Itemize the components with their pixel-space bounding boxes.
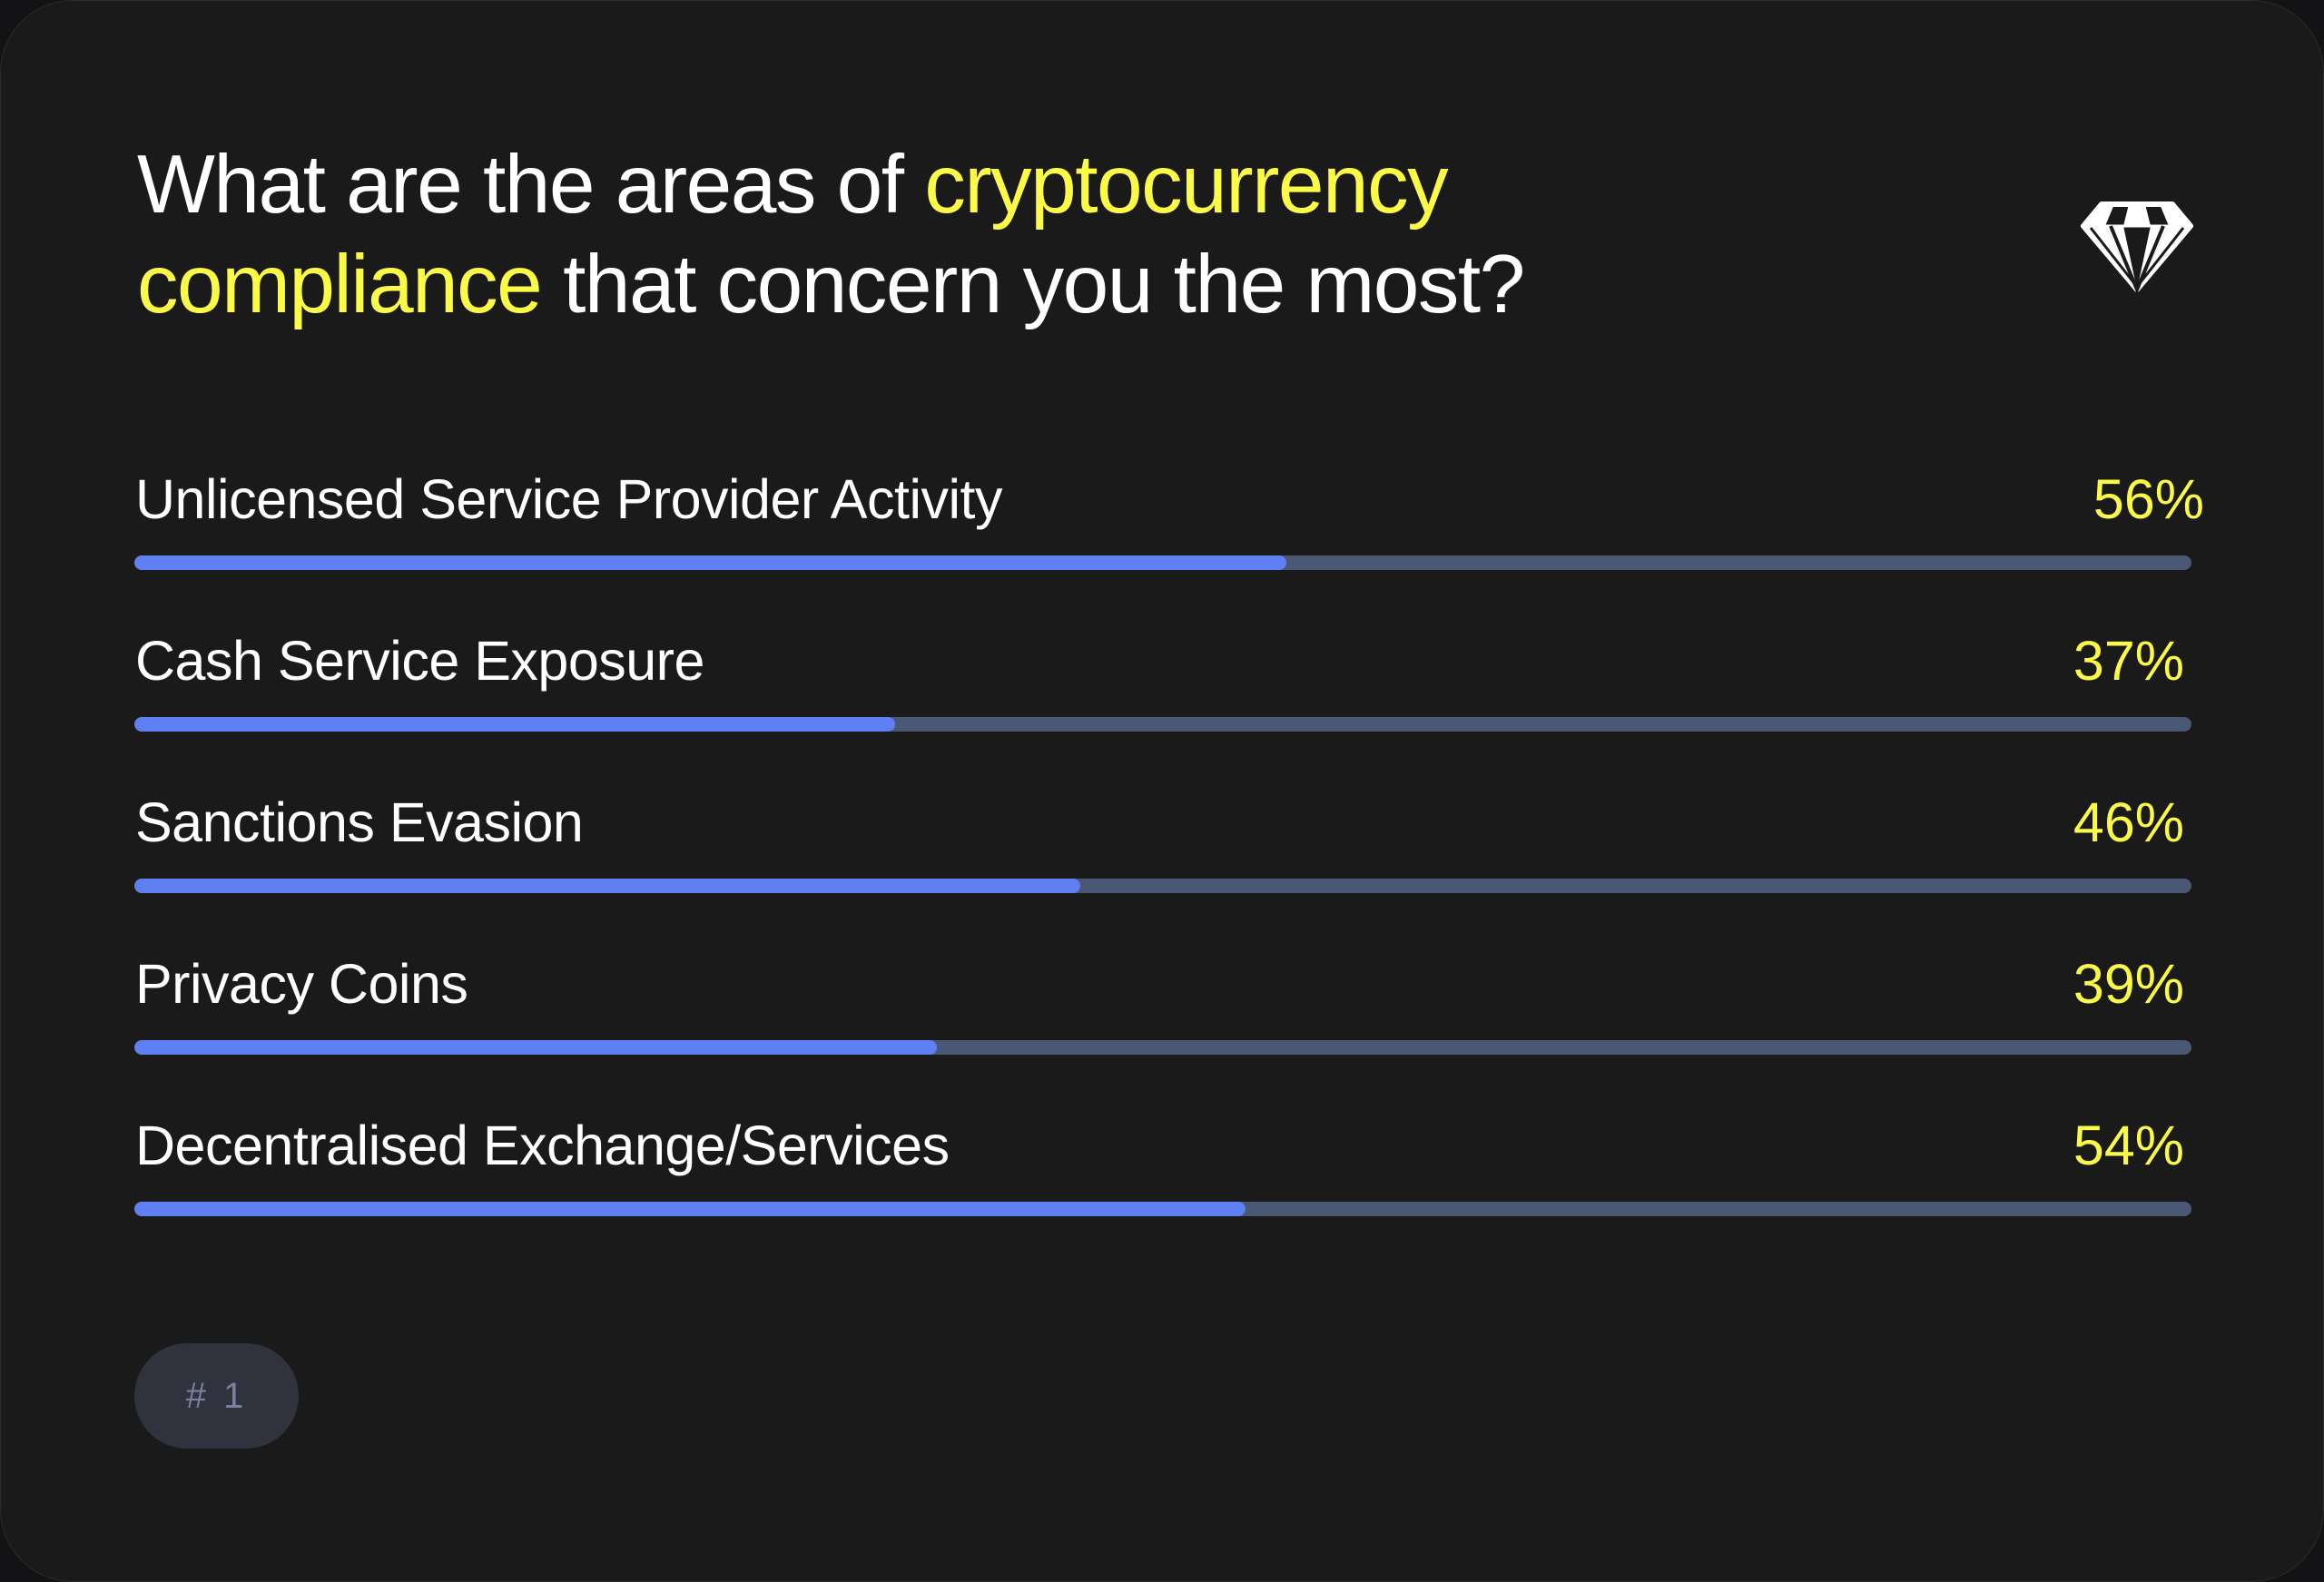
bar-row: Unlicensed Service Provider Activity 56% xyxy=(134,467,2213,629)
bar-label: Privacy Coins xyxy=(135,953,468,1015)
bar-value: 39% xyxy=(2073,953,2184,1015)
bar-value: 56% xyxy=(2093,468,2204,530)
bar-value: 37% xyxy=(2073,630,2184,692)
bar-label: Sanctions Evasion xyxy=(135,791,584,853)
bar-label: Unlicensed Service Provider Activity xyxy=(135,468,1003,530)
bar-fill xyxy=(134,555,1286,570)
bar-track xyxy=(134,717,2191,732)
bar-track xyxy=(134,555,2191,570)
bar-value: 46% xyxy=(2073,791,2184,853)
bar-track xyxy=(134,879,2191,893)
bar-row: Decentralised Exchange/Services 54% xyxy=(134,1114,2213,1275)
bar-label: Cash Service Exposure xyxy=(135,630,704,692)
diamond-icon xyxy=(2081,201,2193,295)
bar-value: 54% xyxy=(2073,1115,2184,1176)
bar-fill xyxy=(134,717,896,732)
bar-row: Sanctions Evasion 46% xyxy=(134,791,2213,952)
title-part-1: What are the areas of xyxy=(137,139,925,231)
bar-row: Privacy Coins 39% xyxy=(134,952,2213,1114)
title-part-2: that concern you the most? xyxy=(541,239,1525,330)
bar-row: Cash Service Exposure 37% xyxy=(134,629,2213,791)
title-highlight-1: cryptocurrency xyxy=(924,139,1448,231)
bar-fill xyxy=(134,1202,1246,1216)
question-number-label: # 1 xyxy=(185,1375,248,1416)
bar-fill xyxy=(134,879,1081,893)
bar-track xyxy=(134,1202,2191,1216)
bar-label: Decentralised Exchange/Services xyxy=(135,1115,950,1176)
bar-track xyxy=(134,1040,2191,1055)
bar-fill xyxy=(134,1040,937,1055)
question-number-badge: # 1 xyxy=(134,1343,299,1449)
title-highlight-2: compliance xyxy=(137,239,543,330)
question-title: What are the areas of cryptocurrency comp… xyxy=(137,135,1862,335)
